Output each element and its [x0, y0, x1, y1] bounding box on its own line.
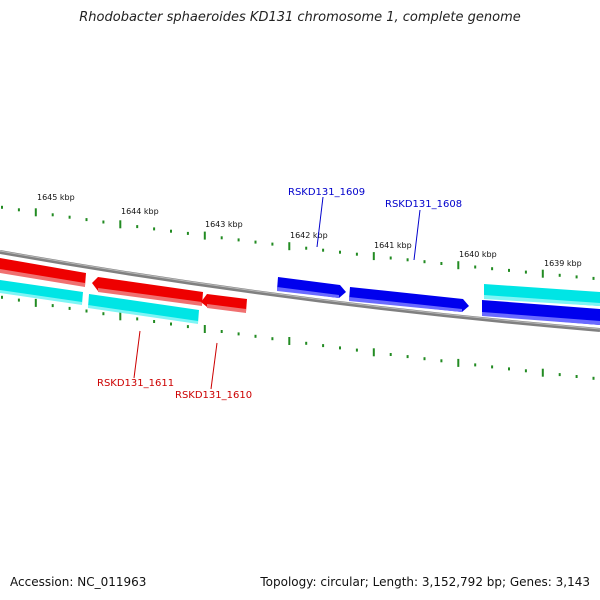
leader-line-1611: [133, 330, 141, 379]
tick-label-1642: 1642 kbp: [290, 231, 328, 240]
inner-tick-row: [1, 295, 595, 380]
forward-cds-3-shadow: [482, 312, 600, 325]
genome-summary-text: Topology: circular; Length: 3,152,792 bp…: [260, 575, 590, 589]
tick-label-1644: 1644 kbp: [121, 207, 159, 216]
accession-text: Accession: NC_011963: [10, 575, 147, 589]
rna-feature-right-shadow: [484, 295, 600, 306]
genome-backbone-highlight: [0, 250, 600, 330]
rna-feature-right: [484, 284, 600, 306]
reverse-cds-1: [0, 258, 86, 286]
gene-label-rskd131-1610[interactable]: RSKD131_1610: [175, 390, 252, 401]
reverse-cds-3-shadow: [207, 304, 246, 313]
outer-tick-row: [1, 205, 595, 280]
tick-label-1641: 1641 kbp: [374, 241, 412, 250]
gene-label-rskd131-1608[interactable]: RSKD131_1608: [385, 199, 462, 210]
rna-feature-left-1-shadow: [0, 290, 82, 305]
forward-cds-1-shadow: [277, 287, 339, 298]
tick-label-1639: 1639 kbp: [544, 259, 582, 268]
forward-cds-1: [277, 277, 346, 298]
tick-label-1640: 1640 kbp: [459, 250, 497, 259]
leader-line-1608: [413, 209, 421, 261]
gene-label-rskd131-1609[interactable]: RSKD131_1609: [288, 187, 365, 198]
tick-label-1645: 1645 kbp: [37, 193, 75, 202]
reverse-cds-2-shadow: [98, 288, 202, 306]
rna-feature-left-1: [0, 280, 83, 304]
forward-cds-2: [349, 287, 469, 312]
tick-label-1643: 1643 kbp: [205, 220, 243, 229]
reverse-cds-2: [92, 277, 203, 305]
leader-line-1610: [210, 342, 218, 390]
forward-cds-2-shadow: [349, 297, 462, 312]
rna-feature-left-2: [88, 294, 199, 323]
gene-label-rskd131-1611[interactable]: RSKD131_1611: [97, 378, 174, 389]
leader-line-1609: [316, 196, 324, 248]
reverse-cds-1-shadow: [0, 269, 85, 287]
map-title: Rhodobacter sphaeroides KD131 chromosome…: [79, 10, 521, 25]
rna-feature-left-2-shadow: [88, 305, 198, 324]
genome-backbone: [0, 250, 600, 332]
